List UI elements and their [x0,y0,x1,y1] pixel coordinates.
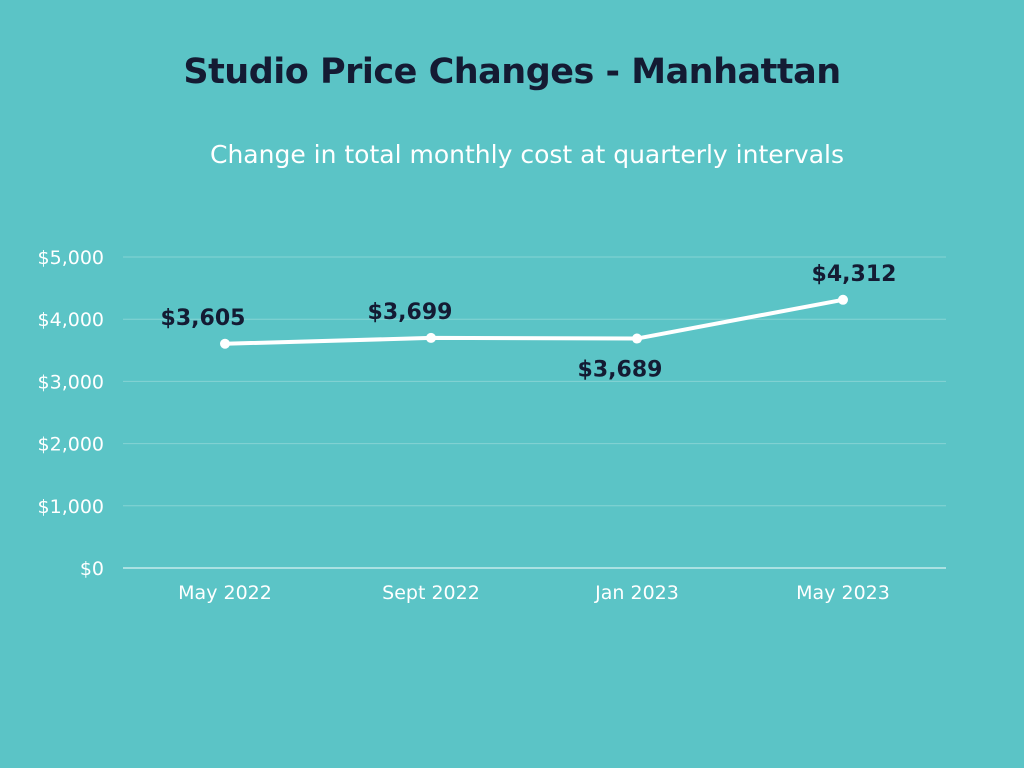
data-label: $4,312 [812,262,897,287]
data-points [220,294,848,349]
data-labels: $3,605 $3,699 $3,689 $4,312 [161,262,897,383]
series-line [223,297,845,346]
gridlines [123,256,946,569]
data-point [220,338,230,349]
chart-subtitle: Change in total monthly cost at quarterl… [209,140,845,169]
data-label: $3,689 [578,358,663,383]
y-tick-label: $0 [80,558,104,580]
x-tick-label: Sept 2022 [382,582,480,604]
y-axis-tick-labels: $0 $1,000 $2,000 $3,000 $4,000 $5,000 [38,247,104,580]
data-label: $3,605 [161,306,246,331]
chart-title: Studio Price Changes - Manhattan [183,52,841,92]
series-line-group [223,297,845,346]
y-tick-label: $2,000 [38,434,104,456]
y-tick-label: $3,000 [38,371,104,393]
x-axis-tick-labels: May 2022 Sept 2022 Jan 2023 May 2023 [178,582,890,604]
data-point [632,333,642,344]
x-tick-label: May 2023 [796,582,890,604]
y-tick-label: $1,000 [38,496,104,518]
y-tick-label: $5,000 [38,247,104,269]
y-tick-label: $4,000 [38,309,104,331]
data-point [426,332,436,343]
x-tick-label: Jan 2023 [594,582,679,604]
data-label: $3,699 [368,300,453,325]
data-point [838,294,848,305]
x-tick-label: May 2022 [178,582,272,604]
